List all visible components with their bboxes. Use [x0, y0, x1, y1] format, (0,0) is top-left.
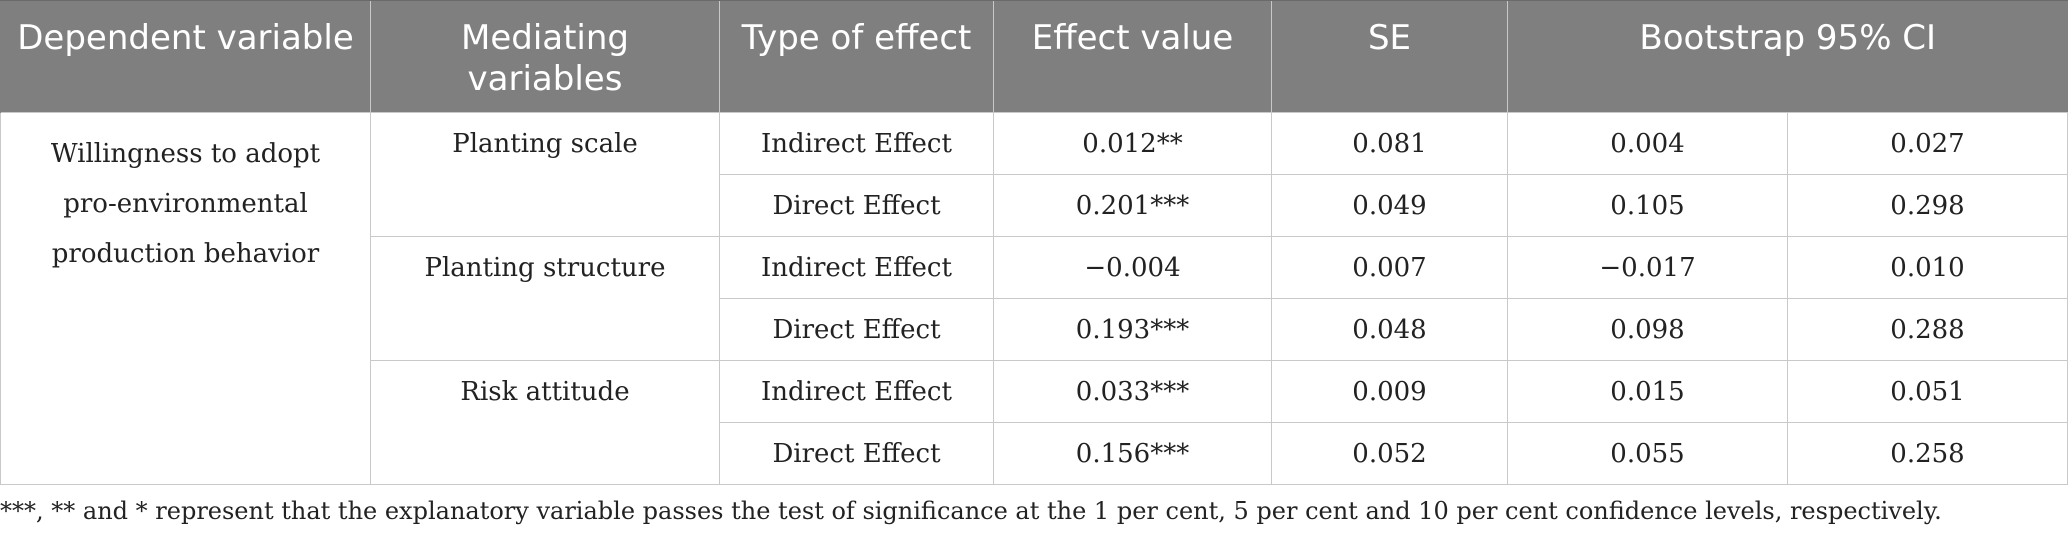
header-mediating-variables: Mediating variables: [370, 0, 720, 113]
ci-lower-cell: 0.055: [1507, 422, 1788, 485]
table-row: Direct Effect 0.193*** 0.048 0.098 0.288: [1, 298, 2068, 361]
table-row: Risk attitude Indirect Effect 0.033*** 0…: [1, 360, 2068, 485]
ci-upper-cell: 0.298: [1787, 174, 2068, 237]
se-cell: 0.007: [1271, 236, 1508, 299]
effect-value-cell: 0.156***: [993, 422, 1272, 485]
se-cell: 0.049: [1271, 174, 1508, 237]
header-type-of-effect: Type of effect: [719, 0, 994, 113]
header-effect-value: Effect value: [993, 0, 1272, 113]
effect-type-cell: Direct Effect: [719, 174, 994, 237]
ci-upper-cell: 0.288: [1787, 298, 2068, 361]
dependent-variable-cell: Willingness to adopt pro-environmental p…: [0, 112, 371, 485]
se-cell: 0.081: [1271, 112, 1508, 175]
effect-value-cell: 0.201***: [993, 174, 1272, 237]
effect-type-cell: Indirect Effect: [719, 360, 994, 423]
table-row: Direct Effect 0.156*** 0.052 0.055 0.258: [1, 422, 2068, 485]
se-cell: 0.009: [1271, 360, 1508, 423]
header-bootstrap-ci: Bootstrap 95% CI: [1507, 0, 2068, 113]
effect-type-cell: Direct Effect: [719, 298, 994, 361]
mediator-cell: Planting scale: [370, 112, 720, 237]
ci-upper-cell: 0.010: [1787, 236, 2068, 299]
ci-upper-cell: 0.027: [1787, 112, 2068, 175]
ci-lower-cell: 0.098: [1507, 298, 1788, 361]
effect-value-cell: 0.012**: [993, 112, 1272, 175]
header-se: SE: [1271, 0, 1508, 113]
mediation-effect-table: Dependent variable Mediating variables T…: [0, 0, 2068, 485]
effect-type-cell: Indirect Effect: [719, 112, 994, 175]
table-footnote: ***, ** and * represent that the explana…: [0, 497, 1942, 525]
table-row: Willingness to adopt pro-environmental p…: [0, 112, 2068, 485]
ci-lower-cell: 0.004: [1507, 112, 1788, 175]
header-dependent-variable: Dependent variable: [0, 0, 371, 113]
ci-lower-cell: −0.017: [1507, 236, 1788, 299]
se-cell: 0.052: [1271, 422, 1508, 485]
table-row: Planting structure Indirect Effect −0.00…: [1, 236, 2068, 361]
mediator-cell: Planting structure: [370, 236, 720, 361]
ci-lower-cell: 0.015: [1507, 360, 1788, 423]
effect-type-cell: Direct Effect: [719, 422, 994, 485]
effect-value-cell: 0.193***: [993, 298, 1272, 361]
effect-type-cell: Indirect Effect: [719, 236, 994, 299]
header-row: Dependent variable Mediating variables T…: [0, 0, 2068, 113]
effect-value-cell: 0.033***: [993, 360, 1272, 423]
mediator-cell: Risk attitude: [370, 360, 720, 485]
ci-lower-cell: 0.105: [1507, 174, 1788, 237]
effect-value-cell: −0.004: [993, 236, 1272, 299]
ci-upper-cell: 0.051: [1787, 360, 2068, 423]
mediation-table-container: Dependent variable Mediating variables T…: [0, 0, 2068, 485]
se-cell: 0.048: [1271, 298, 1508, 361]
ci-upper-cell: 0.258: [1787, 422, 2068, 485]
